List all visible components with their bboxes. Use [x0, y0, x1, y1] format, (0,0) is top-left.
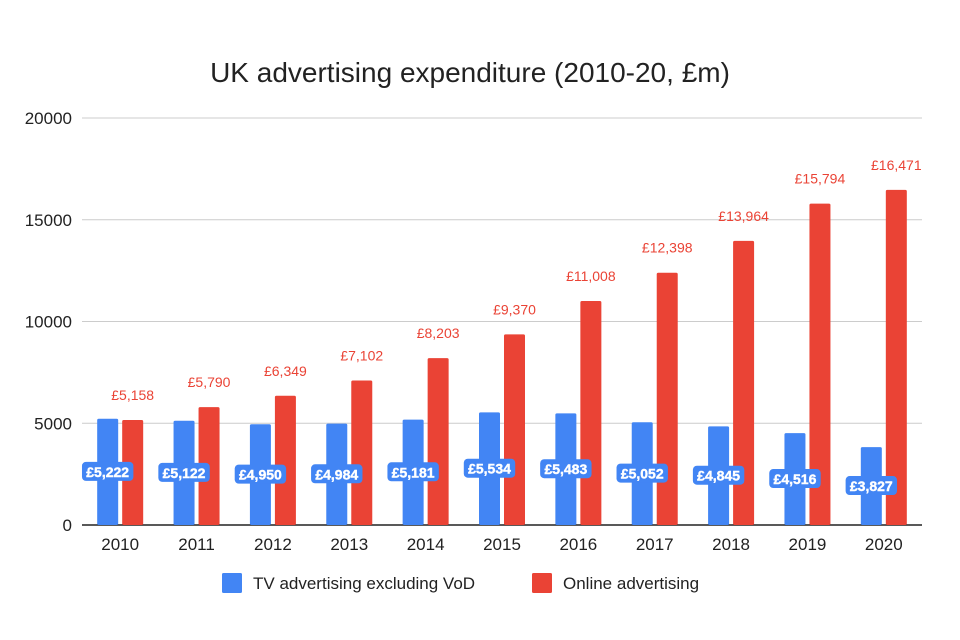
x-tick-label: 2011: [178, 535, 215, 554]
legend-swatch-online: [532, 573, 552, 593]
y-tick-label: 0: [63, 516, 72, 535]
x-tick-label: 2015: [483, 535, 521, 554]
data-label-online: £13,964: [718, 208, 769, 224]
legend-label-online: Online advertising: [563, 574, 699, 593]
legend-swatch-tv: [222, 573, 242, 593]
data-label-online: £6,349: [264, 363, 307, 379]
data-label-tv: £5,483: [544, 461, 587, 477]
bar-online-advertising: [885, 189, 907, 525]
legend: TV advertising excluding VoD Online adver…: [222, 573, 699, 593]
x-tick-label: 2014: [407, 535, 445, 554]
bar-online-advertising: [351, 380, 373, 525]
y-axis-ticks: 0 5000 10000 15000 20000: [25, 109, 72, 535]
y-tick-label: 5000: [34, 414, 72, 433]
x-tick-label: 2010: [101, 535, 139, 554]
bar-online-advertising: [427, 358, 449, 525]
x-tick-label: 2016: [559, 535, 597, 554]
data-label-background: [692, 465, 745, 485]
data-label-online: £16,471: [871, 157, 922, 173]
data-label-tv: £5,052: [621, 466, 664, 482]
y-tick-label: 10000: [25, 313, 72, 332]
data-label-background: [387, 462, 439, 482]
y-tick-label: 15000: [25, 211, 72, 230]
data-label-online: £8,203: [417, 325, 460, 341]
x-tick-label: 2013: [330, 535, 368, 554]
data-label-tv: £5,181: [392, 464, 435, 480]
data-label-tv: £4,950: [239, 467, 282, 483]
x-tick-label: 2012: [254, 535, 292, 554]
data-label-tv: £4,516: [774, 471, 817, 487]
data-label-online: £11,008: [566, 268, 616, 284]
data-label-background: [311, 464, 363, 484]
data-label-background: [463, 458, 516, 478]
legend-label-tv: TV advertising excluding VoD: [253, 574, 475, 593]
data-label-online: £5,158: [111, 387, 154, 403]
data-label-online: £12,398: [642, 240, 693, 256]
data-label-background: [845, 476, 898, 496]
gridlines: [82, 117, 922, 526]
data-label-background: [158, 462, 210, 482]
bar-online-advertising: [733, 240, 755, 526]
data-label-online: £7,102: [340, 347, 383, 363]
bar-online-advertising: [504, 334, 525, 525]
data-label-online: £9,370: [493, 301, 536, 317]
x-tick-label: 2020: [865, 535, 903, 554]
data-labels: £5,222 £5,158 £5,122 £5,790 £4,950 £6,349 £4,9…: [81, 157, 922, 496]
data-label-tv: £5,534: [468, 461, 511, 477]
bar-online-advertising: [580, 300, 602, 525]
data-label-background: [234, 464, 287, 484]
data-label-tv: £3,827: [850, 478, 893, 494]
chart-title: UK advertising expenditure (2010-20, £m): [210, 57, 730, 88]
data-label-background: [769, 469, 821, 489]
x-tick-label: 2018: [712, 535, 750, 554]
x-axis-ticks: 2010 2011 2012 2013 2014 2015 2016 2017 2018 2019…: [101, 535, 902, 554]
data-label-background: [81, 461, 134, 481]
data-label-background: [616, 463, 668, 483]
x-tick-label: 2017: [636, 535, 674, 554]
data-label-tv: £4,984: [315, 466, 358, 482]
data-label-online: £5,790: [188, 374, 231, 390]
bar-online-advertising: [809, 203, 831, 525]
x-tick-label: 2019: [789, 535, 827, 554]
data-label-online: £15,794: [795, 171, 846, 187]
data-label-tv: £5,122: [163, 465, 206, 481]
y-tick-label: 20000: [25, 109, 72, 128]
data-label-tv: £5,222: [86, 464, 129, 480]
bar-online-advertising: [656, 272, 678, 525]
bar-online-advertising: [274, 395, 296, 525]
data-label-background: [540, 459, 592, 479]
data-label-tv: £4,845: [697, 468, 740, 484]
